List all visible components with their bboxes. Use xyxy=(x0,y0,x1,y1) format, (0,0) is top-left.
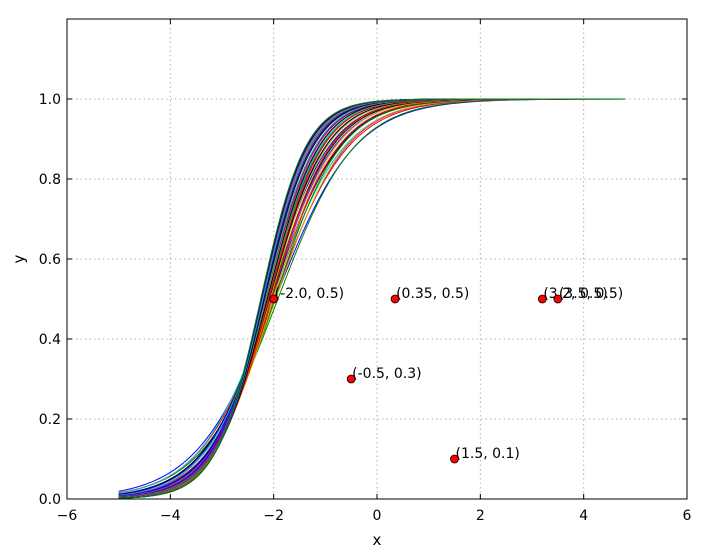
data-point xyxy=(346,374,356,384)
x-tick-label: 0 xyxy=(373,508,382,524)
data-point xyxy=(390,294,400,304)
x-tick-label: 2 xyxy=(476,508,485,524)
x-tick-label: 4 xyxy=(579,508,588,524)
y-tick-label: 0.4 xyxy=(39,332,61,348)
x-axis-label: x xyxy=(373,531,382,549)
y-tick-label: 0.8 xyxy=(39,172,61,188)
point-label: (-2.0, 0.5) xyxy=(275,286,344,302)
point-label: (-0.5, 0.3) xyxy=(352,366,421,382)
data-point xyxy=(450,454,459,464)
point-label: (1.5, 0.1) xyxy=(456,446,520,462)
point-label: (3.5, 0.5) xyxy=(559,286,623,302)
y-axis-label: y xyxy=(10,254,28,263)
y-tick-label: 0.2 xyxy=(39,412,61,428)
curve-family xyxy=(118,98,626,499)
y-tick-label: 1.0 xyxy=(39,92,61,108)
series-line xyxy=(118,98,625,499)
y-tick-label: 0.0 xyxy=(39,492,61,508)
y-tick-label: 0.6 xyxy=(39,252,61,268)
data-point xyxy=(537,294,547,304)
data-point xyxy=(269,294,279,304)
x-tick-label: −6 xyxy=(57,508,78,524)
tick-marks: −6 −4 −2 0 2 4 6 0.0 0.2 0.4 0.6 0.8 1.0 xyxy=(39,19,692,524)
data-points: (-2.0, 0.5) (0.35, 0.5) (3.2, 0.5)(3.5, 0.… xyxy=(269,286,623,464)
x-tick-label: −2 xyxy=(263,508,284,524)
x-tick-label: 6 xyxy=(683,508,692,524)
point-label: (0.35, 0.5) xyxy=(396,286,469,302)
x-tick-label: −4 xyxy=(160,508,181,524)
data-point xyxy=(553,294,563,304)
